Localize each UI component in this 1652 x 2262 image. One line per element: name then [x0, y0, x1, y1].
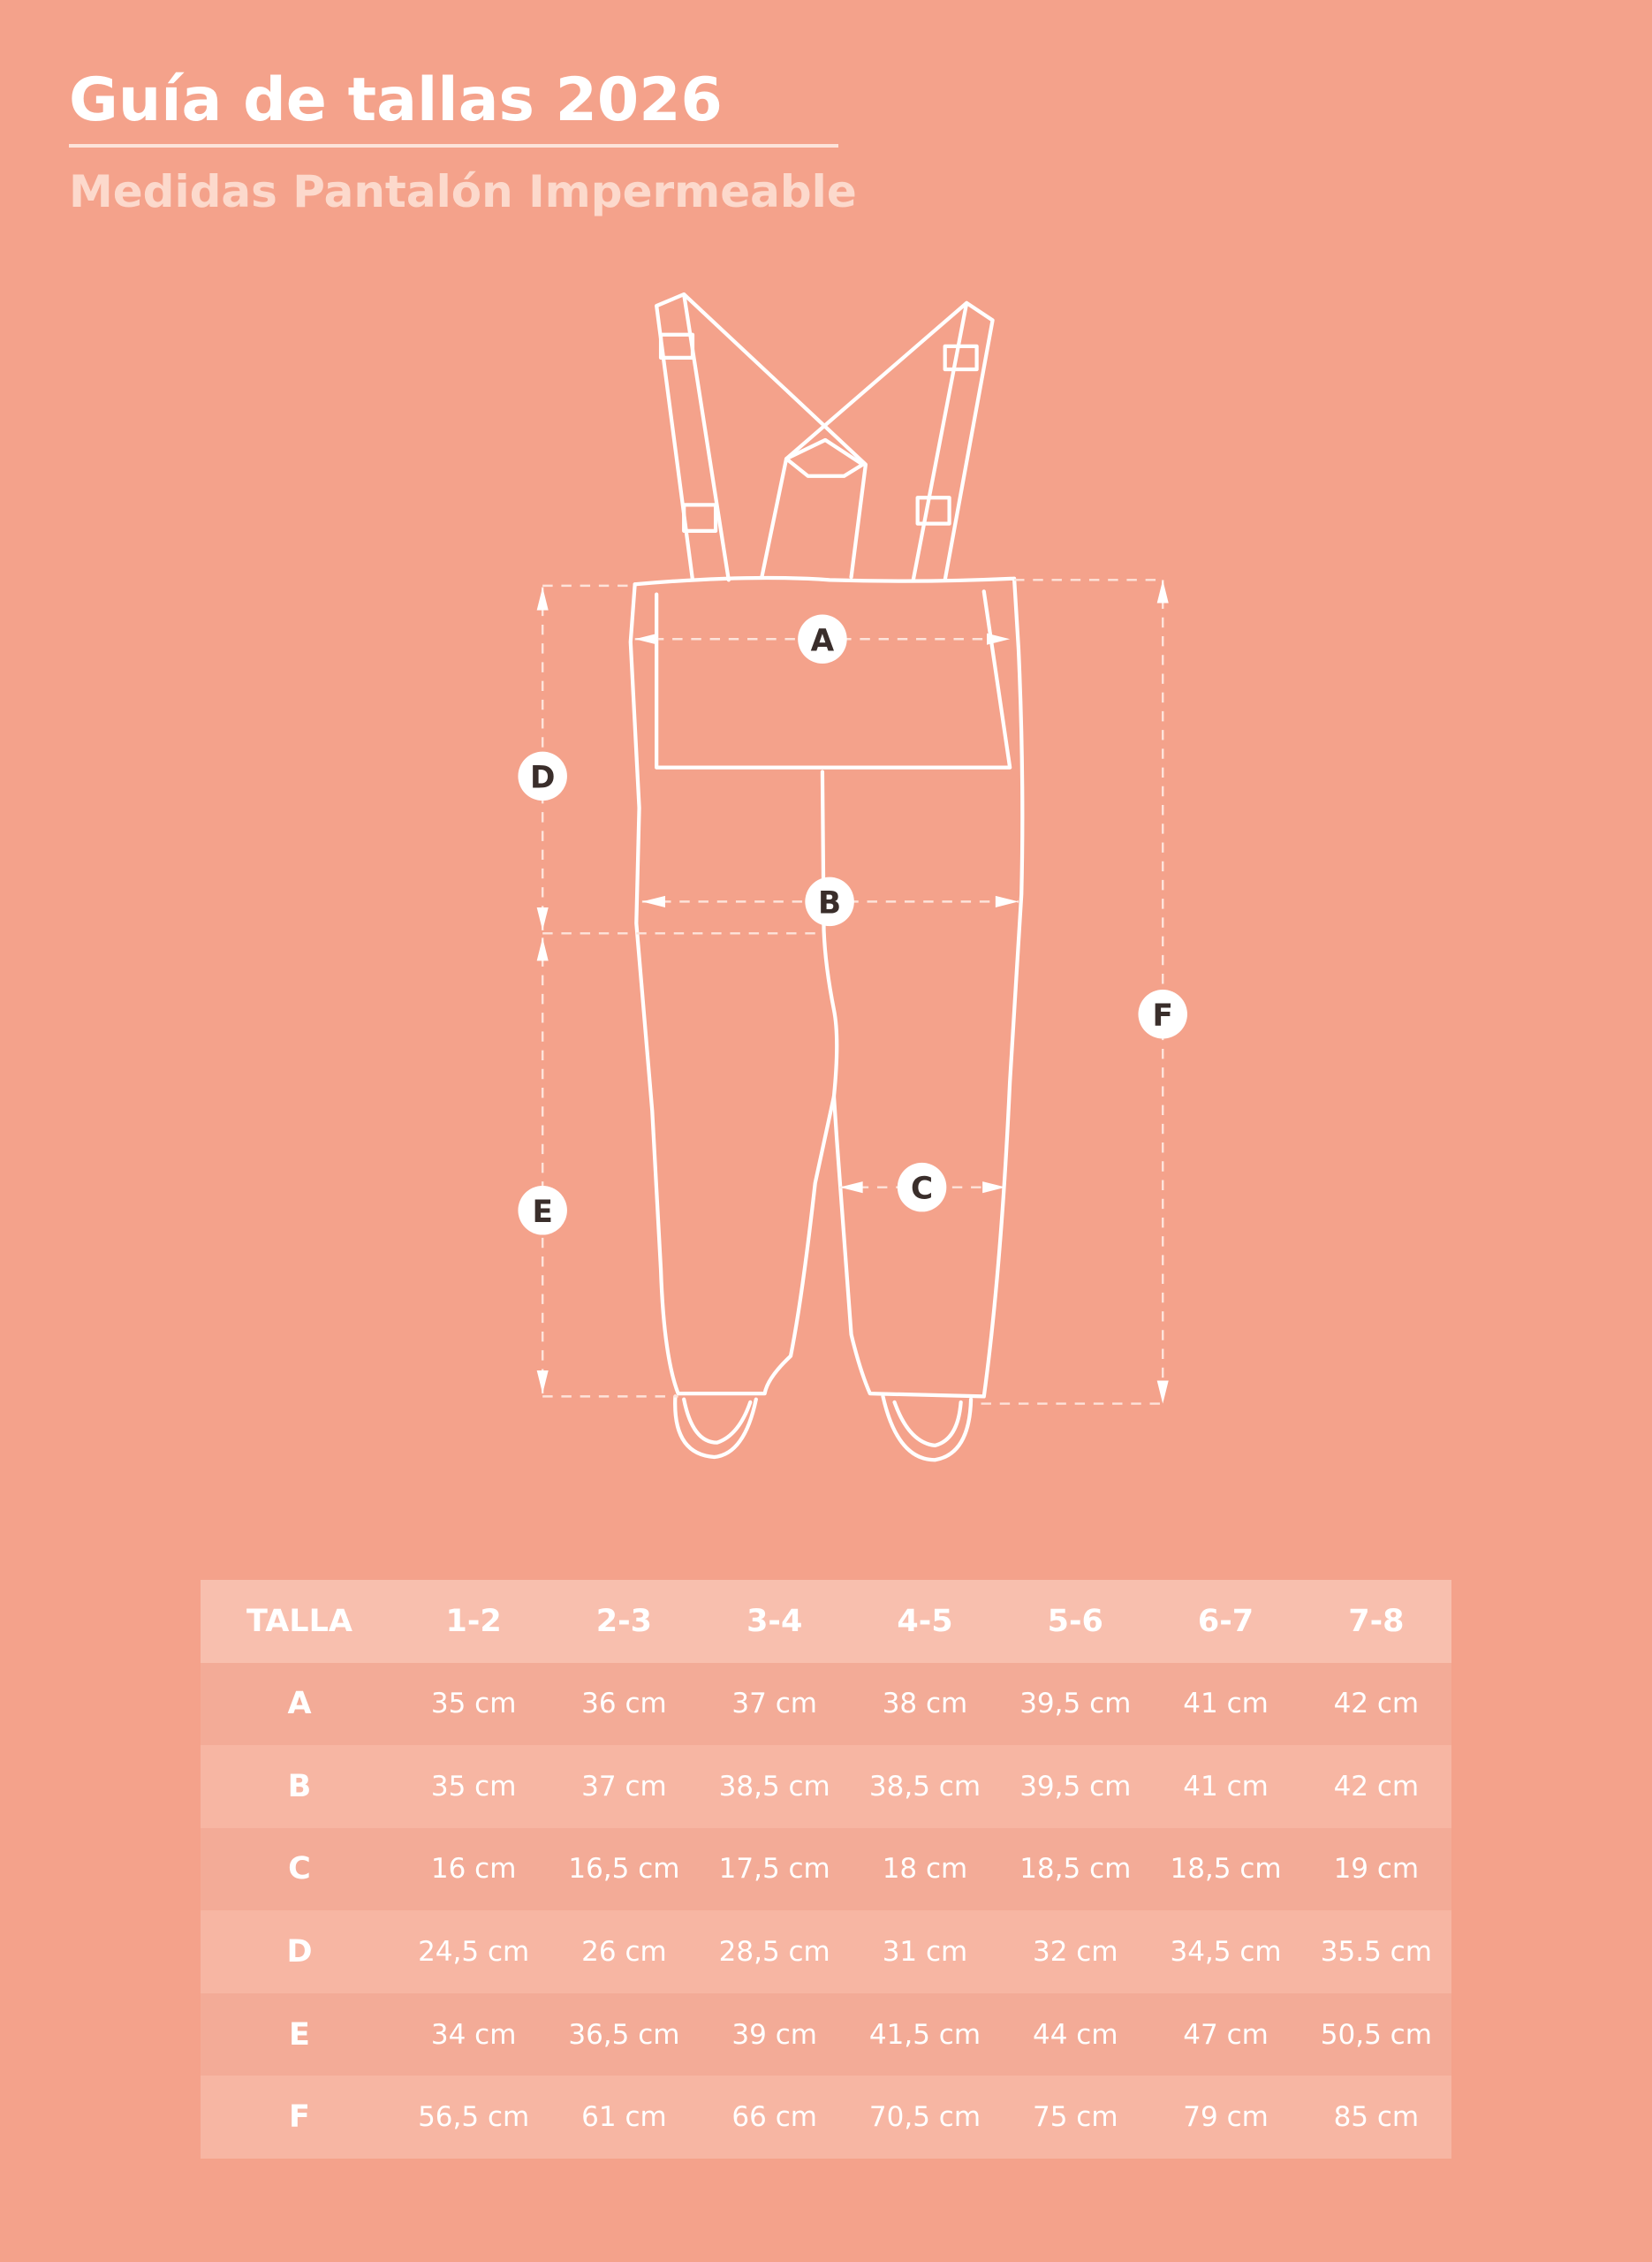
- page-title: Guía de tallas 2026: [69, 65, 723, 135]
- table-cell: 28,5 cm: [718, 1936, 830, 1969]
- row-label: F: [289, 2099, 310, 2136]
- table-cell: 35 cm: [430, 1770, 517, 1803]
- table-cell: 31 cm: [882, 1936, 968, 1969]
- table-cell: 36 cm: [581, 1688, 667, 1720]
- table-cell: 38,5 cm: [868, 1770, 981, 1803]
- table-cell: 38 cm: [882, 1688, 968, 1720]
- right-lower-buckle: [915, 496, 951, 526]
- left-front-strap: [655, 292, 731, 582]
- right-foot-strap: [881, 1394, 974, 1462]
- table-cell: 41 cm: [1183, 1688, 1269, 1720]
- left-lower-buckle: [682, 503, 718, 533]
- header-size: 6-7: [1197, 1603, 1254, 1639]
- size-table: TALLA 1-2 2-3 3-4 4-5 5-6 6-7 7-8 A 35 cm…: [201, 1580, 1451, 2159]
- table-cell: 41 cm: [1183, 1770, 1269, 1803]
- table-row: B 35 cm 37 cm 38,5 cm 38,5 cm 39,5 cm 41 cm 42 …: [201, 1745, 1451, 1828]
- left-foot-strap: [673, 1394, 758, 1460]
- label-b-badge: [805, 877, 854, 927]
- row-label: E: [289, 2016, 310, 2053]
- table-cell: 38,5 cm: [718, 1770, 830, 1803]
- label-f: F: [1153, 998, 1173, 1034]
- left-upper-buckle: [658, 332, 695, 361]
- table-cell: 35 cm: [430, 1688, 517, 1720]
- bib-panel: [655, 589, 1012, 770]
- header-talla: TALLA: [246, 1603, 352, 1639]
- right-upper-buckle: [943, 344, 979, 372]
- table-cell: 26 cm: [581, 1936, 667, 1969]
- table-row: A 35 cm 36 cm 37 cm 38 cm 39,5 cm 41 cm 42 cm: [201, 1662, 1451, 1746]
- label-d-badge: [518, 751, 567, 801]
- table-cell: 34 cm: [430, 2018, 517, 2051]
- header-size: 7-8: [1348, 1603, 1405, 1639]
- strap-cross-clip: [784, 437, 865, 478]
- table-cell: 50,5 cm: [1320, 2018, 1432, 2051]
- left-rear-strap: [682, 292, 868, 580]
- table-row: F 56,5 cm 61 cm 66 cm 70,5 cm 75 cm 79 cm 85 cm: [201, 2076, 1451, 2159]
- table-cell: 42 cm: [1333, 1688, 1420, 1720]
- table-cell: 66 cm: [731, 2101, 817, 2134]
- table-row: D 24,5 cm 26 cm 28,5 cm 31 cm 32 cm 34,5 cm 35.…: [201, 1910, 1451, 1993]
- row-label: B: [287, 1768, 312, 1804]
- label-e-badge: [518, 1186, 567, 1235]
- table-cell: 79 cm: [1183, 2101, 1269, 2134]
- label-e: E: [532, 1195, 552, 1230]
- row-label: C: [288, 1851, 311, 1887]
- table-cell: 37 cm: [581, 1770, 667, 1803]
- table-cell: 56,5 cm: [418, 2101, 530, 2134]
- arrowheads: [536, 580, 1169, 1404]
- page-subtitle: Medidas Pantalón Impermeable: [69, 166, 857, 217]
- label-c-badge: [897, 1162, 947, 1212]
- table-cell: 75 cm: [1032, 2101, 1118, 2134]
- label-d: D: [530, 760, 555, 795]
- label-b: B: [818, 885, 841, 921]
- right-rear-strap: [760, 300, 969, 580]
- table-cell: 19 cm: [1333, 1853, 1420, 1886]
- table-cell: 42 cm: [1333, 1770, 1420, 1803]
- table-cell: 35.5 cm: [1320, 1936, 1432, 1969]
- pants-outline: [628, 292, 1025, 1462]
- table-cell: 17,5 cm: [718, 1853, 830, 1886]
- title-divider: [69, 144, 838, 148]
- label-f-badge: [1138, 990, 1187, 1039]
- table-cell: 34,5 cm: [1170, 1936, 1282, 1969]
- table-cell: 39 cm: [731, 2018, 817, 2051]
- table-cell: 70,5 cm: [868, 2101, 981, 2134]
- header-size: 3-4: [746, 1603, 803, 1639]
- label-a-badge: [798, 614, 847, 664]
- header-size: 2-3: [595, 1603, 653, 1639]
- table-cell: 18,5 cm: [1170, 1853, 1282, 1886]
- table-cell: 39,5 cm: [1019, 1688, 1132, 1720]
- row-label: D: [286, 1934, 313, 1970]
- table-cell: 36,5 cm: [568, 2018, 680, 2051]
- table-cell: 47 cm: [1183, 2018, 1269, 2051]
- row-label: A: [287, 1686, 312, 1722]
- table-row: C 16 cm 16,5 cm 17,5 cm 18 cm 18,5 cm 18,5 cm 1…: [201, 1827, 1451, 1911]
- table-cell: 85 cm: [1333, 2101, 1420, 2134]
- table-cell: 18 cm: [882, 1853, 968, 1886]
- label-a: A: [811, 623, 835, 658]
- header-size: 1-2: [445, 1603, 502, 1639]
- table-cell: 61 cm: [581, 2101, 667, 2134]
- table-cell: 18,5 cm: [1019, 1853, 1132, 1886]
- table-cell: 32 cm: [1032, 1936, 1118, 1969]
- table-cell: 41,5 cm: [868, 2018, 981, 2051]
- label-c: C: [911, 1172, 933, 1207]
- table-cell: 16 cm: [430, 1853, 517, 1886]
- header-size: 4-5: [897, 1603, 953, 1639]
- size-table-header: TALLA 1-2 2-3 3-4 4-5 5-6 6-7 7-8: [201, 1580, 1451, 1663]
- table-row: E 34 cm 36,5 cm 39 cm 41,5 cm 44 cm 47 cm 50,5 …: [201, 1993, 1451, 2076]
- table-cell: 39,5 cm: [1019, 1770, 1132, 1803]
- table-cell: 16,5 cm: [568, 1853, 680, 1886]
- table-cell: 44 cm: [1032, 2018, 1118, 2051]
- right-front-strap: [911, 300, 995, 582]
- table-cell: 24,5 cm: [418, 1936, 530, 1969]
- table-cell: 37 cm: [731, 1688, 817, 1720]
- header-size: 5-6: [1047, 1603, 1103, 1639]
